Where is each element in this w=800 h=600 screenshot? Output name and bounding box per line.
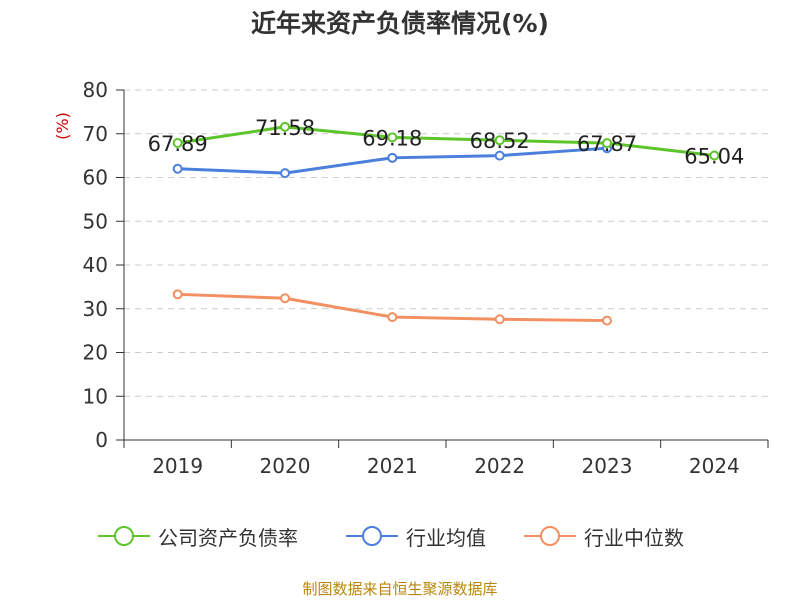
legend-marker-company: [98, 526, 150, 546]
data-point: [602, 315, 612, 326]
x-tick-label: 2021: [367, 454, 418, 478]
data-label: 67.87: [577, 132, 637, 156]
x-tick-label: 2020: [260, 454, 311, 478]
y-tick-label: 70: [83, 122, 108, 146]
data-point: [172, 137, 183, 148]
data-label: 68.52: [470, 129, 530, 153]
legend-marker-industry-mean: [346, 526, 398, 546]
legend-label-industry-mean: 行业均值: [406, 525, 486, 550]
y-tick-label: 10: [83, 384, 108, 408]
data-point: [387, 152, 398, 163]
data-point: [172, 289, 183, 300]
x-tick-label: 2019: [152, 454, 203, 478]
data-point: [494, 150, 505, 161]
y-axis-label: (%): [53, 112, 72, 140]
data-point: [709, 150, 720, 161]
x-tick-label: 2023: [582, 454, 633, 478]
y-tick-label: 60: [83, 166, 108, 190]
legend-marker-industry-median: [524, 526, 576, 546]
legend-item-company[interactable]: 公司资产负债率: [98, 520, 298, 552]
x-tick-label: 2024: [689, 454, 740, 478]
legend-label-industry-median: 行业中位数: [584, 525, 684, 550]
y-tick-label: 40: [83, 253, 108, 277]
chart-title: 近年来资产负债率情况(%): [251, 9, 549, 38]
y-tick-label: 20: [83, 341, 108, 365]
y-tick-label: 50: [83, 209, 108, 233]
data-point: [280, 168, 290, 179]
legend-item-industry-median[interactable]: 行业中位数: [524, 520, 684, 552]
data-label: 71.58: [255, 116, 315, 140]
legend: 公司资产负债率 行业均值 行业中位数: [0, 520, 800, 552]
line-chart: 0 10 20 30 40 50 60 70 80 2019 2020 2021 2022 2023 202…: [53, 78, 769, 478]
data-point: [602, 138, 612, 149]
data-point: [280, 293, 290, 304]
data-point: [494, 135, 505, 146]
y-tick-label: 30: [83, 297, 108, 321]
data-point: [387, 312, 398, 323]
legend-item-industry-mean[interactable]: 行业均值: [346, 520, 486, 552]
x-tick-label: 2022: [474, 454, 525, 478]
y-tick-label: 0: [95, 428, 108, 452]
y-tick-label: 80: [83, 78, 108, 102]
data-point: [387, 132, 398, 143]
series-line: [177, 125, 715, 157]
source-note: 制图数据来自恒生聚源数据库: [302, 580, 498, 598]
data-label: 65.04: [684, 144, 744, 168]
data-point: [280, 121, 290, 132]
data-point: [172, 163, 183, 174]
data-point: [494, 314, 505, 325]
legend-label-company: 公司资产负债率: [158, 525, 298, 550]
data-label: 67.89: [148, 132, 208, 156]
data-label: 69.18: [362, 126, 422, 150]
